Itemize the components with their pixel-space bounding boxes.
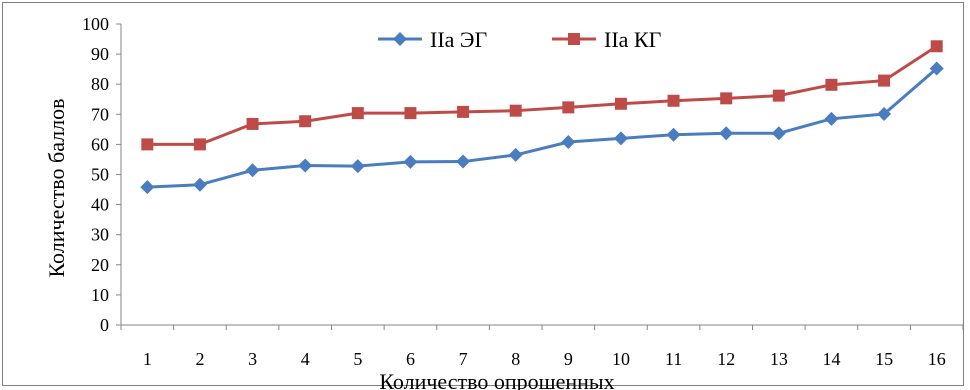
data-point-diamond (561, 134, 576, 149)
legend-item-1: IIa ЭГ (378, 27, 487, 52)
data-point-square (720, 92, 733, 105)
legend: IIa ЭГ IIa КГ (378, 27, 662, 52)
data-point-diamond (245, 163, 260, 178)
series-line (147, 67, 938, 189)
data-point-diamond (929, 61, 944, 76)
series-line (147, 45, 938, 146)
x-tick-label: 14 (822, 349, 840, 369)
series-layer (140, 40, 944, 195)
data-point-diamond (824, 111, 839, 126)
series-1 (140, 61, 944, 195)
data-point-diamond (613, 131, 628, 146)
y-tick-label: 30 (91, 225, 109, 245)
legend-item-2: IIa КГ (552, 27, 662, 52)
x-tick-label: 15 (875, 349, 893, 369)
data-point-square (457, 105, 470, 118)
data-point-diamond (666, 127, 681, 142)
data-point-diamond (393, 32, 407, 46)
data-point-diamond (719, 126, 734, 141)
data-point-square (614, 97, 627, 110)
x-tick-label: 8 (511, 349, 520, 369)
data-point-diamond (508, 147, 523, 162)
data-point-square (930, 40, 943, 53)
data-point-diamond (298, 158, 313, 173)
data-point-square (299, 115, 312, 128)
chart-frame (2, 2, 964, 386)
y-tick-label: 0 (100, 315, 109, 335)
data-point-diamond (140, 180, 155, 195)
x-tick-label: 10 (612, 349, 630, 369)
data-point-diamond (771, 126, 786, 141)
y-tick-label: 80 (91, 74, 109, 94)
data-point-diamond (877, 106, 892, 121)
x-tick-label: 11 (665, 349, 682, 369)
data-point-square (562, 101, 575, 114)
data-point-square (509, 104, 522, 117)
data-point-diamond (403, 154, 418, 169)
y-tick-label: 40 (91, 195, 109, 215)
data-point-square (351, 107, 364, 120)
x-tick-label: 6 (406, 349, 415, 369)
y-tick-label: 100 (82, 14, 109, 34)
data-point-square (667, 94, 680, 107)
x-tick-label: 3 (248, 349, 257, 369)
x-tick-label: 5 (353, 349, 362, 369)
data-point-square (878, 74, 891, 87)
y-tick-label: 50 (91, 165, 109, 185)
y-axis-title: Количество баллов (44, 98, 69, 277)
data-point-diamond (350, 159, 365, 174)
data-point-square (246, 117, 259, 130)
series-2 (141, 40, 943, 151)
x-tick-label: 13 (770, 349, 788, 369)
y-tick-label: 70 (91, 104, 109, 124)
data-point-square (193, 138, 206, 151)
x-tick-label: 9 (564, 349, 573, 369)
legend-label: IIa КГ (604, 27, 662, 52)
y-tick-label: 60 (91, 134, 109, 154)
x-tick-label: 12 (717, 349, 735, 369)
data-point-square (772, 89, 785, 102)
x-tick-label: 4 (301, 349, 310, 369)
data-point-square (141, 138, 154, 151)
data-point-square (825, 78, 838, 91)
data-point-square (404, 107, 417, 120)
data-point-diamond (192, 177, 207, 192)
x-tick-label: 16 (928, 349, 946, 369)
x-tick-label: 2 (195, 349, 204, 369)
y-tick-label: 20 (91, 255, 109, 275)
y-tick-label: 90 (91, 44, 109, 64)
x-tick-label: 1 (143, 349, 152, 369)
y-tick-label: 10 (91, 285, 109, 305)
data-point-square (568, 33, 580, 45)
data-point-diamond (456, 154, 471, 169)
x-tick-label: 7 (459, 349, 468, 369)
x-axis-title: Количество опрошенных (379, 369, 614, 390)
legend-label: IIa ЭГ (430, 27, 487, 52)
